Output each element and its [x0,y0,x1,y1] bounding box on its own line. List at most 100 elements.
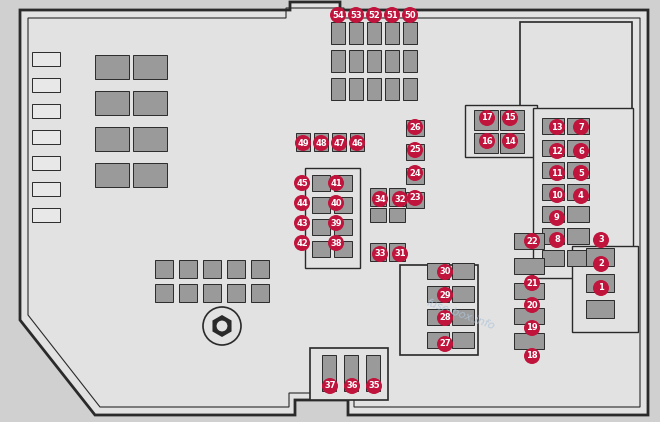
Circle shape [573,165,589,181]
Bar [572,246,638,332]
Bar [389,208,405,222]
Bar [542,140,564,156]
Text: 1: 1 [598,284,604,292]
Bar [344,355,358,391]
Circle shape [216,320,228,332]
Text: 38: 38 [330,238,342,247]
Text: 49: 49 [297,138,309,148]
Bar [542,250,564,266]
Bar [349,78,363,100]
Bar [32,208,60,222]
Bar [427,309,449,325]
Bar [514,258,544,274]
Bar [310,348,388,400]
Circle shape [549,119,565,135]
Text: 39: 39 [330,219,342,227]
Circle shape [295,135,311,151]
Text: 28: 28 [439,314,451,322]
Bar [427,263,449,279]
Text: 36: 36 [346,381,358,390]
Bar [349,22,363,44]
Text: 52: 52 [368,11,380,19]
Bar [406,120,424,136]
Circle shape [322,378,338,394]
Text: 43: 43 [296,219,308,227]
Text: 13: 13 [551,122,563,132]
Text: 34: 34 [374,195,386,203]
Bar [331,78,345,100]
Bar [155,260,173,278]
Circle shape [549,143,565,159]
Bar [567,140,589,156]
Circle shape [549,187,565,203]
Bar [500,133,524,153]
Circle shape [392,191,408,207]
Circle shape [294,175,310,191]
Circle shape [407,165,423,181]
Bar [251,260,269,278]
Circle shape [366,378,382,394]
Circle shape [407,119,423,135]
Circle shape [549,210,565,226]
Text: 2: 2 [598,260,604,268]
Circle shape [437,336,453,352]
Bar [452,332,474,348]
Circle shape [372,191,388,207]
Text: 7: 7 [578,122,584,132]
Circle shape [524,297,540,313]
Bar [366,355,380,391]
Circle shape [437,310,453,326]
Circle shape [328,235,344,251]
Bar [400,265,478,355]
Circle shape [524,275,540,291]
Bar [403,50,417,72]
Text: 26: 26 [409,122,421,132]
Bar [312,197,330,213]
Bar [403,78,417,100]
Circle shape [593,256,609,272]
Bar [332,133,346,151]
Bar [227,284,245,302]
Circle shape [524,320,540,336]
Bar [514,283,544,299]
Circle shape [524,233,540,249]
Text: 32: 32 [394,195,406,203]
Circle shape [348,7,364,23]
Bar [514,308,544,324]
Bar [32,182,60,196]
Bar [567,206,589,222]
Text: 40: 40 [330,198,342,208]
Polygon shape [20,2,648,415]
Text: 18: 18 [526,352,538,360]
Text: 54: 54 [332,11,344,19]
Bar [452,286,474,302]
Bar [322,355,336,391]
Bar [542,162,564,178]
Text: 44: 44 [296,198,308,208]
Text: 48: 48 [315,138,327,148]
Circle shape [573,119,589,135]
Circle shape [294,195,310,211]
Bar [403,22,417,44]
Bar [32,52,60,66]
Circle shape [524,348,540,364]
Text: 31: 31 [394,249,406,259]
Bar [367,78,381,100]
Bar [406,144,424,160]
Text: 53: 53 [350,11,362,19]
Circle shape [366,7,382,23]
Bar [385,22,399,44]
Bar [427,286,449,302]
Text: 50: 50 [404,11,416,19]
Text: 17: 17 [481,114,493,122]
Text: 29: 29 [439,290,451,300]
Circle shape [407,142,423,158]
Text: 47: 47 [333,138,345,148]
Circle shape [593,232,609,248]
Bar [370,208,386,222]
Bar [305,168,360,268]
Bar [567,184,589,200]
Bar [533,108,633,278]
Bar [542,118,564,134]
Text: 12: 12 [551,146,563,155]
